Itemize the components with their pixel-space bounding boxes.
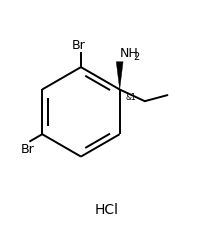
Text: &1: &1: [125, 93, 136, 102]
Text: 2: 2: [134, 52, 140, 62]
Text: HCl: HCl: [95, 203, 118, 217]
Text: Br: Br: [21, 143, 35, 156]
Text: NH: NH: [120, 47, 138, 60]
Text: Br: Br: [72, 38, 86, 51]
Polygon shape: [116, 62, 123, 89]
